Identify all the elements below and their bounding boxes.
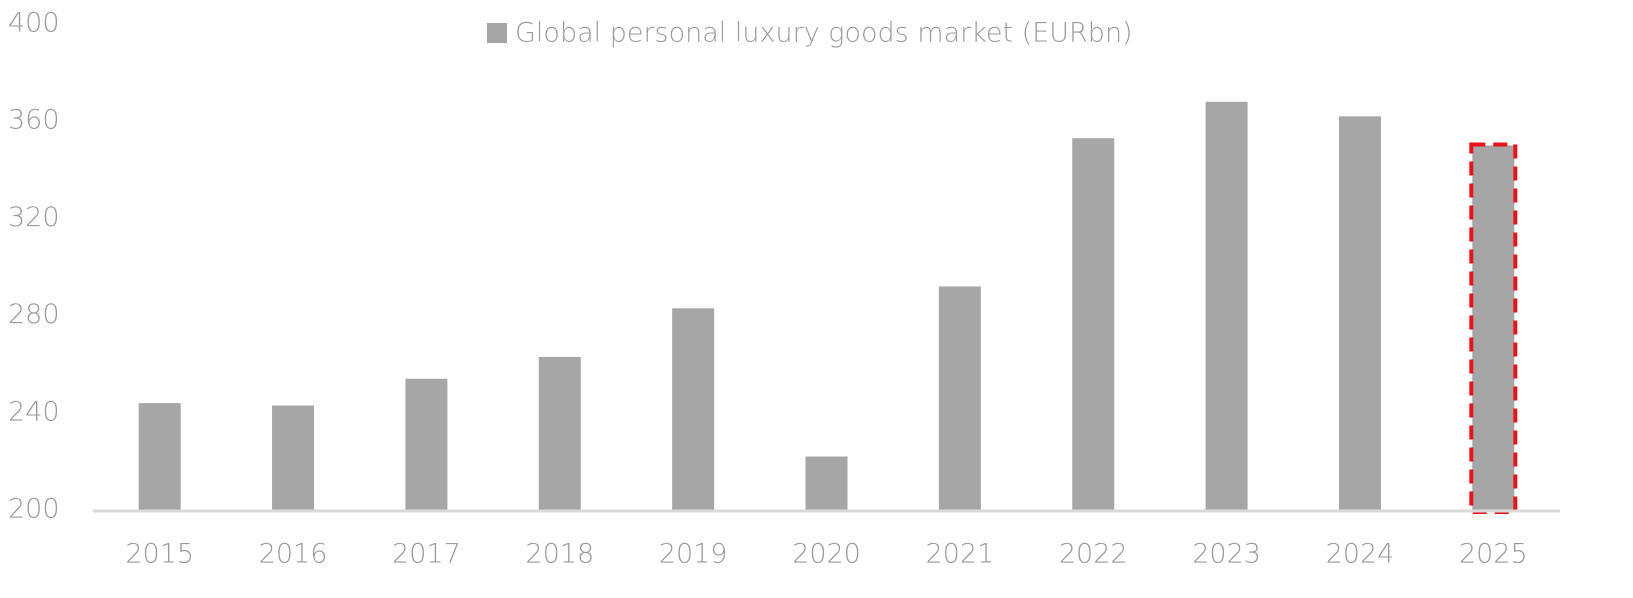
bar xyxy=(672,308,715,510)
y-tick-label: 240 xyxy=(8,396,60,427)
bar xyxy=(405,378,448,510)
x-tick-label: 2020 xyxy=(792,539,861,570)
x-tick-label: 2021 xyxy=(926,539,995,570)
x-tick-label: 2018 xyxy=(525,539,594,570)
y-tick-label: 200 xyxy=(8,494,60,525)
legend-label: Global personal luxury goods market (EUR… xyxy=(515,18,1133,49)
bar xyxy=(1205,101,1248,510)
y-tick-label: 280 xyxy=(8,299,60,330)
bar xyxy=(138,403,181,510)
y-tick-label: 360 xyxy=(8,105,60,136)
bar xyxy=(538,356,581,510)
y-tick-label: 400 xyxy=(8,8,60,39)
x-tick-label: 2025 xyxy=(1459,539,1528,570)
y-tick-label: 320 xyxy=(8,202,60,233)
legend-swatch xyxy=(487,23,507,43)
x-tick-label: 2023 xyxy=(1192,539,1261,570)
x-tick-label: 2017 xyxy=(392,539,461,570)
x-tick-label: 2022 xyxy=(1059,539,1128,570)
x-tick-label: 2015 xyxy=(125,539,194,570)
bar xyxy=(1072,138,1115,510)
bar xyxy=(1472,145,1515,510)
x-tick-label: 2019 xyxy=(659,539,728,570)
x-tick-label: 2024 xyxy=(1326,539,1395,570)
bar xyxy=(1338,116,1381,510)
highlight-box xyxy=(1469,142,1518,514)
bar xyxy=(805,456,848,510)
bar xyxy=(272,405,315,510)
bar xyxy=(938,286,981,510)
x-tick-label: 2016 xyxy=(259,539,328,570)
